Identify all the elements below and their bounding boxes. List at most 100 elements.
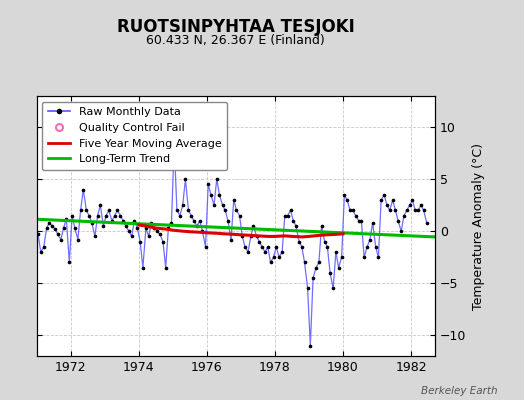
Point <box>253 233 261 240</box>
Point <box>145 233 153 240</box>
Point <box>164 225 172 231</box>
Point <box>108 218 116 224</box>
Point <box>366 236 374 243</box>
Point <box>127 233 136 240</box>
Point <box>181 176 190 182</box>
Point <box>221 207 230 214</box>
Point <box>102 212 111 219</box>
Point <box>201 244 210 250</box>
Point <box>272 244 280 250</box>
Point <box>105 207 113 214</box>
Point <box>232 207 241 214</box>
Point <box>213 176 221 182</box>
Point <box>150 225 159 231</box>
Point <box>354 218 363 224</box>
Point <box>227 236 235 243</box>
Point <box>326 270 334 276</box>
Point <box>136 238 144 245</box>
Point <box>309 275 317 281</box>
Point <box>261 249 269 255</box>
Point <box>400 212 408 219</box>
Point <box>48 223 57 229</box>
Point <box>422 220 431 226</box>
Point <box>241 244 249 250</box>
Point <box>147 220 156 226</box>
Point <box>269 254 278 260</box>
Point <box>323 244 332 250</box>
Point <box>59 225 68 231</box>
Point <box>402 207 411 214</box>
Point <box>51 226 59 232</box>
Point <box>130 218 138 224</box>
Point <box>414 207 422 214</box>
Point <box>74 236 82 243</box>
Point <box>77 207 85 214</box>
Point <box>210 202 218 208</box>
Point <box>45 220 53 226</box>
Text: 60.433 N, 26.367 E (Finland): 60.433 N, 26.367 E (Finland) <box>146 34 325 47</box>
Point <box>346 207 354 214</box>
Point <box>249 223 258 229</box>
Point <box>40 244 48 250</box>
Point <box>312 264 320 271</box>
Point <box>238 233 246 240</box>
Point <box>111 212 119 219</box>
Point <box>247 233 255 240</box>
Point <box>332 249 340 255</box>
Point <box>287 207 295 214</box>
Point <box>85 212 93 219</box>
Point <box>57 236 65 243</box>
Point <box>420 207 428 214</box>
Point <box>167 220 176 226</box>
Point <box>68 212 77 219</box>
Point <box>388 197 397 203</box>
Text: Berkeley Earth: Berkeley Earth <box>421 386 498 396</box>
Point <box>142 225 150 231</box>
Point <box>219 202 227 208</box>
Point <box>340 192 348 198</box>
Point <box>179 202 187 208</box>
Point <box>82 207 91 214</box>
Point <box>170 140 178 146</box>
Point <box>295 238 303 245</box>
Point <box>368 220 377 226</box>
Point <box>113 207 122 214</box>
Point <box>408 197 417 203</box>
Point <box>116 212 125 219</box>
Point <box>204 181 212 188</box>
Point <box>153 228 161 234</box>
Point <box>65 259 73 266</box>
Point <box>198 228 206 234</box>
Point <box>190 218 198 224</box>
Point <box>159 238 167 245</box>
Point <box>372 244 380 250</box>
Point <box>298 244 306 250</box>
Point <box>176 212 184 219</box>
Point <box>93 212 102 219</box>
Point <box>343 197 351 203</box>
Point <box>244 249 252 255</box>
Point <box>79 186 88 193</box>
Point <box>37 249 45 255</box>
Point <box>71 225 79 231</box>
Point <box>348 207 357 214</box>
Point <box>352 212 360 219</box>
Point <box>281 212 289 219</box>
Point <box>161 264 170 271</box>
Point <box>235 212 244 219</box>
Point <box>292 223 300 229</box>
Point <box>173 207 181 214</box>
Point <box>300 259 309 266</box>
Point <box>289 218 298 224</box>
Point <box>329 285 337 292</box>
Point <box>411 207 419 214</box>
Point <box>91 233 99 240</box>
Point <box>193 223 201 229</box>
Point <box>96 202 104 208</box>
Point <box>357 218 366 224</box>
Point <box>195 218 204 224</box>
Point <box>406 202 414 208</box>
Point <box>187 212 195 219</box>
Point <box>394 218 402 224</box>
Legend: Raw Monthly Data, Quality Control Fail, Five Year Moving Average, Long-Term Tren: Raw Monthly Data, Quality Control Fail, … <box>42 102 227 170</box>
